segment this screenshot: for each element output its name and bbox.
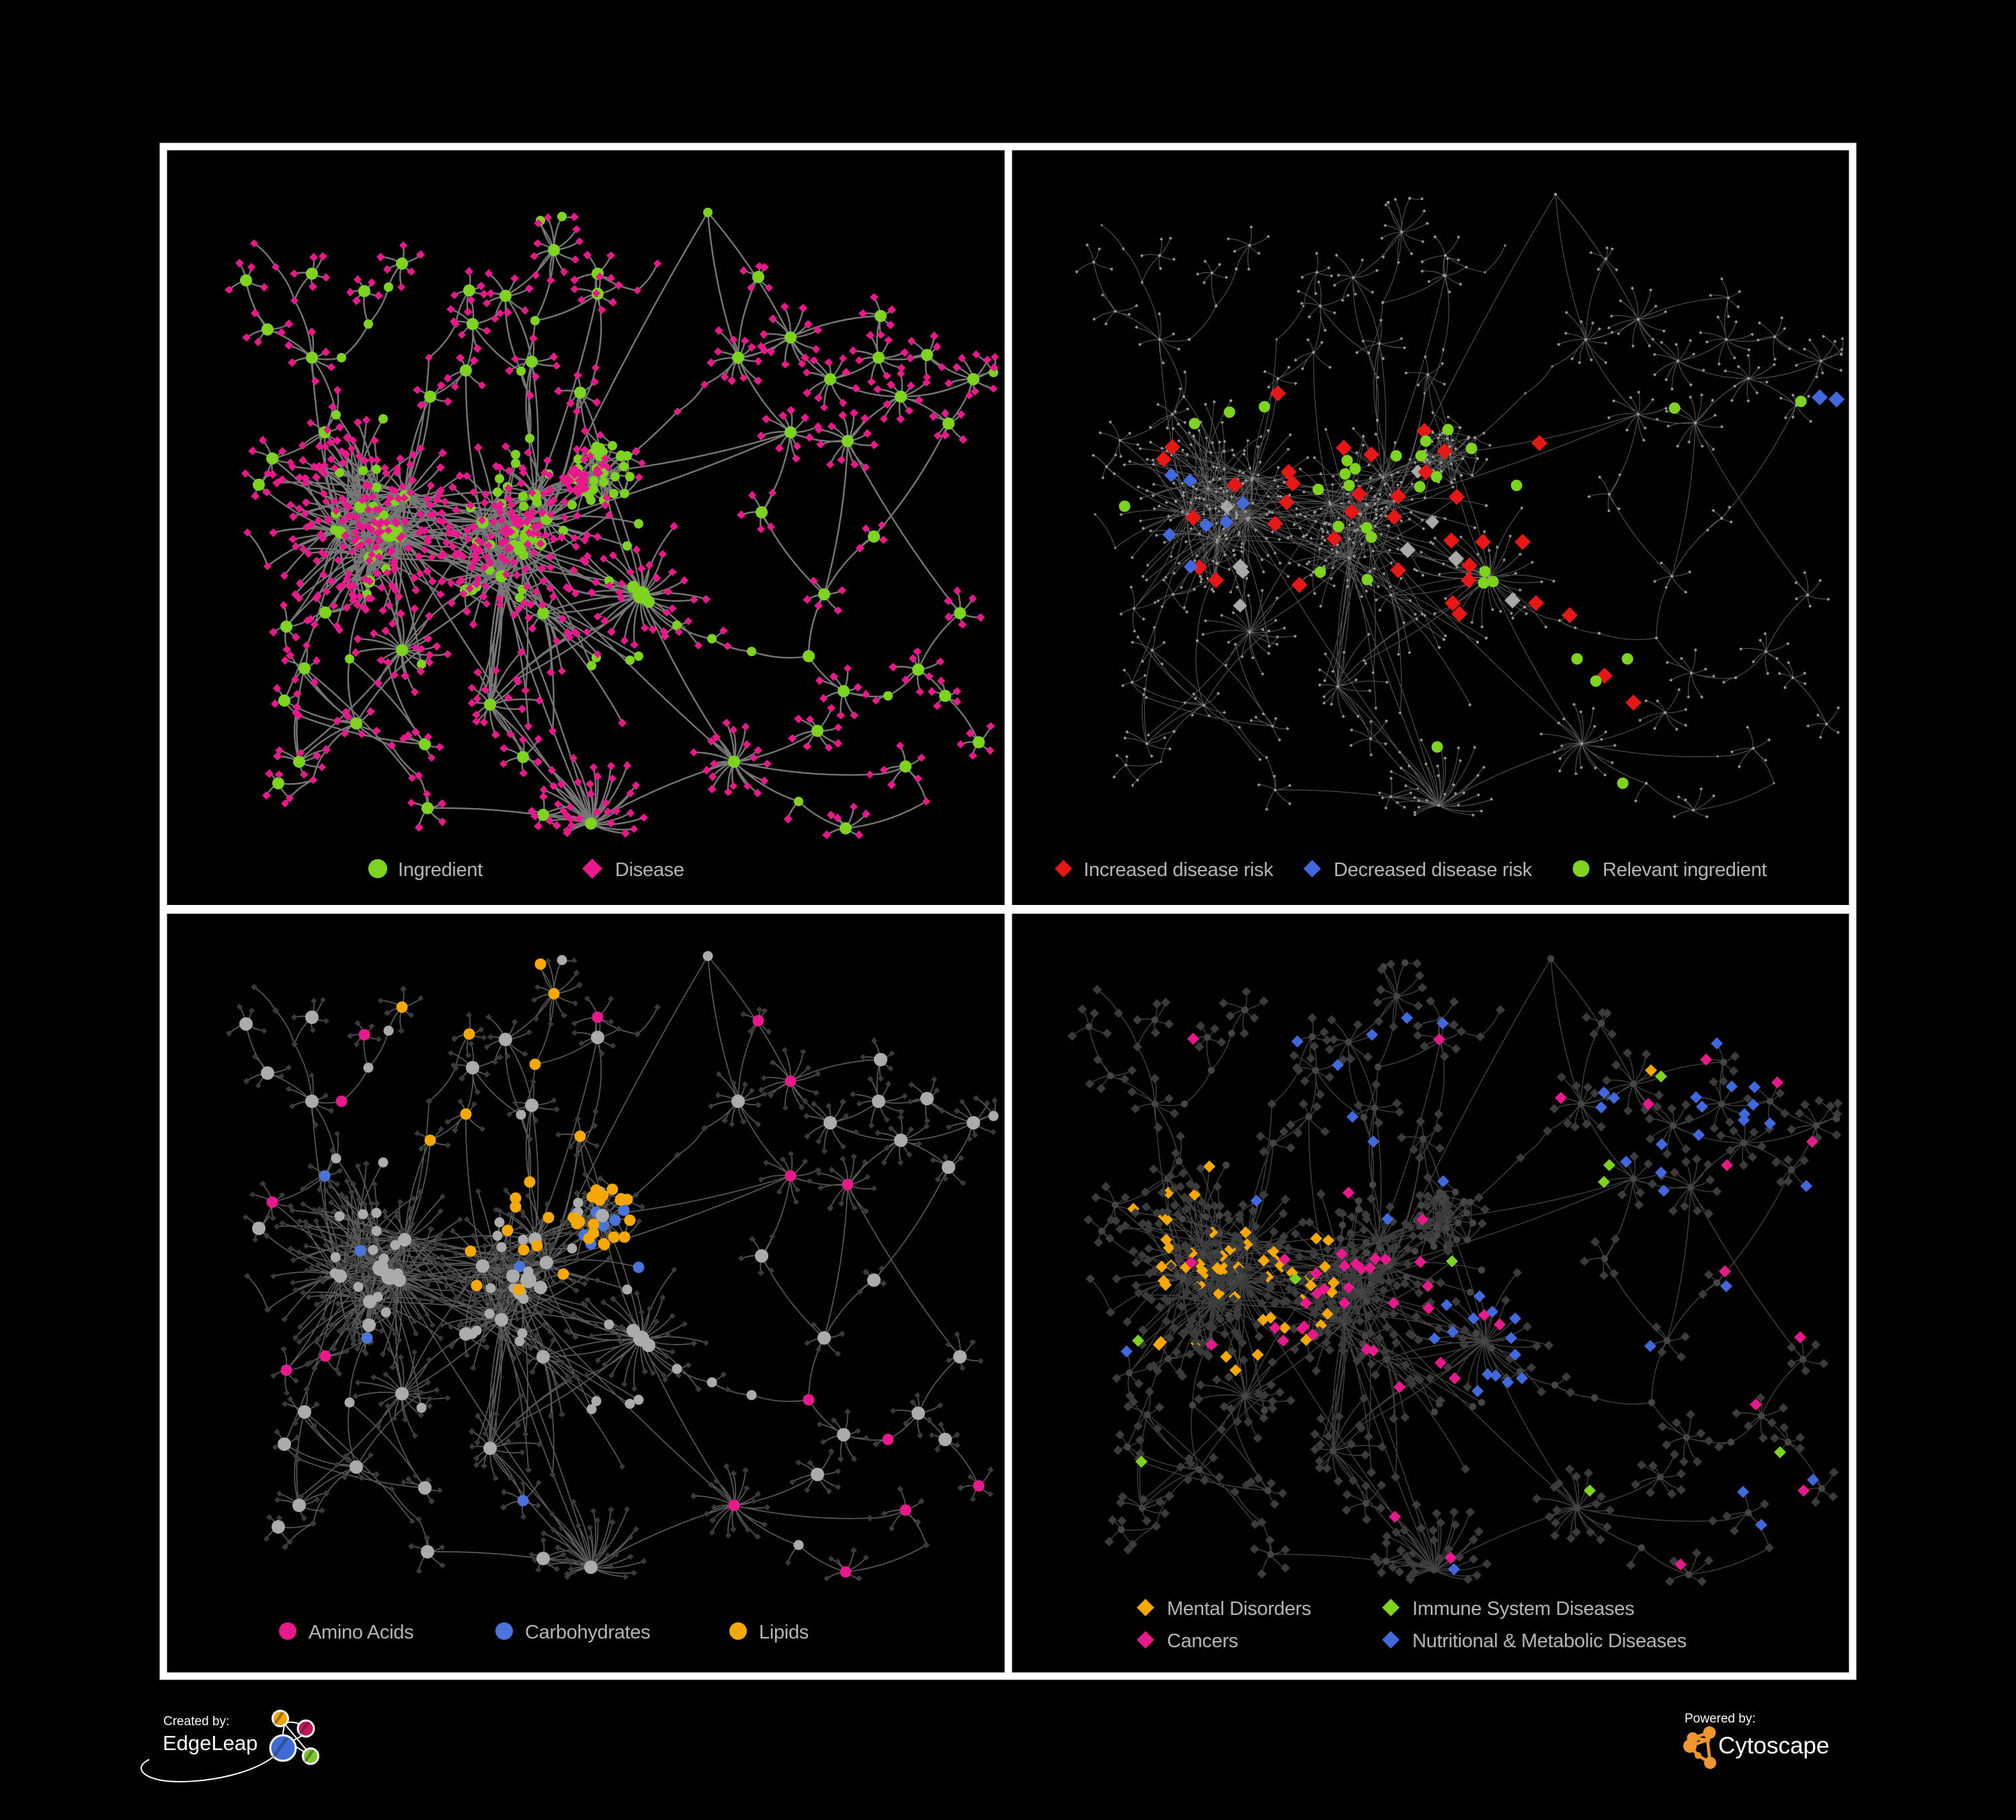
svg-text:Increased disease risk: Increased disease risk xyxy=(1084,859,1274,881)
svg-text:Disease: Disease xyxy=(615,859,684,881)
svg-text:Carbohydrates: Carbohydrates xyxy=(525,1622,650,1643)
svg-text:Decreased disease risk: Decreased disease risk xyxy=(1334,859,1533,881)
svg-text:Immune System Diseases: Immune System Diseases xyxy=(1412,1598,1634,1620)
svg-text:Nutritional & Metabolic Diseas: Nutritional & Metabolic Diseases xyxy=(1412,1630,1687,1652)
svg-text:Powered by:: Powered by: xyxy=(1685,1712,1756,1726)
svg-text:Cancers: Cancers xyxy=(1167,1630,1238,1652)
svg-text:Created by:: Created by: xyxy=(163,1714,229,1729)
svg-text:Ingredient: Ingredient xyxy=(398,859,483,881)
svg-text:Amino Acids: Amino Acids xyxy=(309,1622,413,1643)
svg-text:EdgeLeap: EdgeLeap xyxy=(163,1731,257,1755)
svg-text:Lipids: Lipids xyxy=(759,1622,809,1643)
svg-text:Mental Disorders: Mental Disorders xyxy=(1167,1598,1311,1620)
svg-text:Cytoscape: Cytoscape xyxy=(1718,1733,1829,1759)
svg-text:Relevant ingredient: Relevant ingredient xyxy=(1603,859,1767,881)
